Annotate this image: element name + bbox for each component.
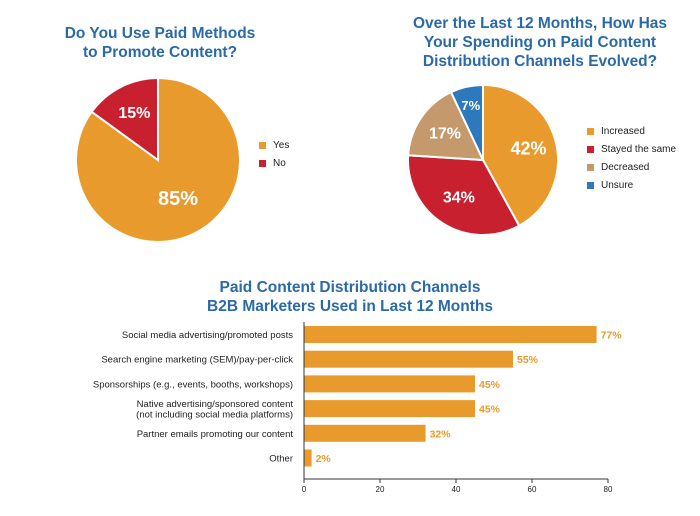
bar-0 bbox=[304, 326, 597, 343]
pie2-slice-label-2: 17% bbox=[429, 126, 461, 143]
pie1-legend-item-0: Yes bbox=[259, 136, 289, 154]
pie2-legend-swatch-2 bbox=[587, 163, 594, 171]
bar-2 bbox=[304, 375, 475, 393]
pie1-legend: Yes No bbox=[259, 136, 289, 172]
bar-value-label-5: 2% bbox=[316, 453, 332, 465]
pie1-slice-1 bbox=[90, 76, 159, 162]
pie1-slice-label-0: 85% bbox=[158, 188, 198, 210]
bar-value-label-2: 45% bbox=[479, 379, 501, 391]
pie2-legend-label-0: Increased bbox=[601, 125, 645, 137]
bar-x-tick-label-4: 80 bbox=[604, 485, 613, 494]
bar-category-label-5: Other bbox=[269, 454, 293, 465]
pie2-slice-label-1: 34% bbox=[443, 190, 475, 207]
pie2-legend-item-2: Decreased bbox=[587, 158, 676, 176]
bar-4 bbox=[304, 424, 426, 442]
pie1-title: Do You Use Paid Methods to Promote Conten… bbox=[64, 25, 256, 61]
bar-x-tick-label-1: 20 bbox=[376, 485, 385, 494]
pie2-legend-label-2: Decreased bbox=[601, 161, 650, 173]
bar-category-label-4: Partner emails promoting our content bbox=[137, 429, 294, 440]
pie2-legend-item-3: Unsure bbox=[587, 176, 676, 194]
bar-3 bbox=[304, 400, 475, 418]
pie2-title: Over the Last 12 Months, How Has Your Spe… bbox=[412, 15, 668, 70]
bar-value-label-4: 32% bbox=[430, 428, 452, 440]
pie2-legend: Increased Stayed the same Decreased Unsure bbox=[587, 122, 676, 194]
bar-value-label-3: 45% bbox=[479, 404, 501, 416]
bar-category-label-2: Sponsorships (e.g., events, booths, work… bbox=[93, 379, 293, 390]
bar-category-label-3: Native advertising/sponsored content (not… bbox=[136, 399, 293, 421]
pie2-slice-label-0: 42% bbox=[510, 138, 546, 158]
pie2-slice-2 bbox=[407, 90, 485, 162]
pie2-legend-swatch-3 bbox=[587, 181, 594, 189]
pie1-slice-label-1: 15% bbox=[118, 105, 150, 122]
bar-x-tick-label-2: 40 bbox=[452, 485, 461, 494]
bar-1 bbox=[304, 350, 513, 368]
pie2-legend-item-1: Stayed the same bbox=[587, 140, 676, 158]
pie2-legend-item-0: Increased bbox=[587, 122, 676, 140]
pie2-slice-1 bbox=[407, 154, 521, 236]
pie2-slice-label-3: 7% bbox=[461, 98, 480, 113]
bar-value-label-0: 77% bbox=[601, 330, 623, 342]
pie1-legend-item-1: No bbox=[259, 154, 289, 172]
pie1-legend-swatch-1 bbox=[259, 159, 266, 167]
pie2-legend-swatch-1 bbox=[587, 145, 594, 153]
pie1-legend-label-0: Yes bbox=[273, 139, 290, 151]
pie2-legend-label-1: Stayed the same bbox=[601, 143, 677, 155]
bar-x-tick-label-3: 60 bbox=[528, 485, 537, 494]
bar-5 bbox=[304, 449, 312, 467]
bar-category-label-0: Social media advertising/promoted posts bbox=[122, 330, 293, 341]
pie1-legend-label-1: No bbox=[273, 157, 286, 169]
bar-x-tick-label-0: 0 bbox=[302, 485, 307, 494]
bar-chart-title: Paid Content Distribution Channels B2B Ma… bbox=[207, 279, 493, 315]
pie1-legend-swatch-0 bbox=[259, 141, 266, 149]
pie2-slice-0 bbox=[482, 83, 559, 228]
pie2-legend-swatch-0 bbox=[587, 127, 594, 135]
pie2-legend-label-3: Unsure bbox=[601, 179, 634, 191]
bar-value-label-1: 55% bbox=[517, 354, 539, 366]
pie2-slice-3 bbox=[449, 83, 484, 161]
bar-category-label-1: Search engine marketing (SEM)/pay-per-cl… bbox=[101, 355, 293, 366]
